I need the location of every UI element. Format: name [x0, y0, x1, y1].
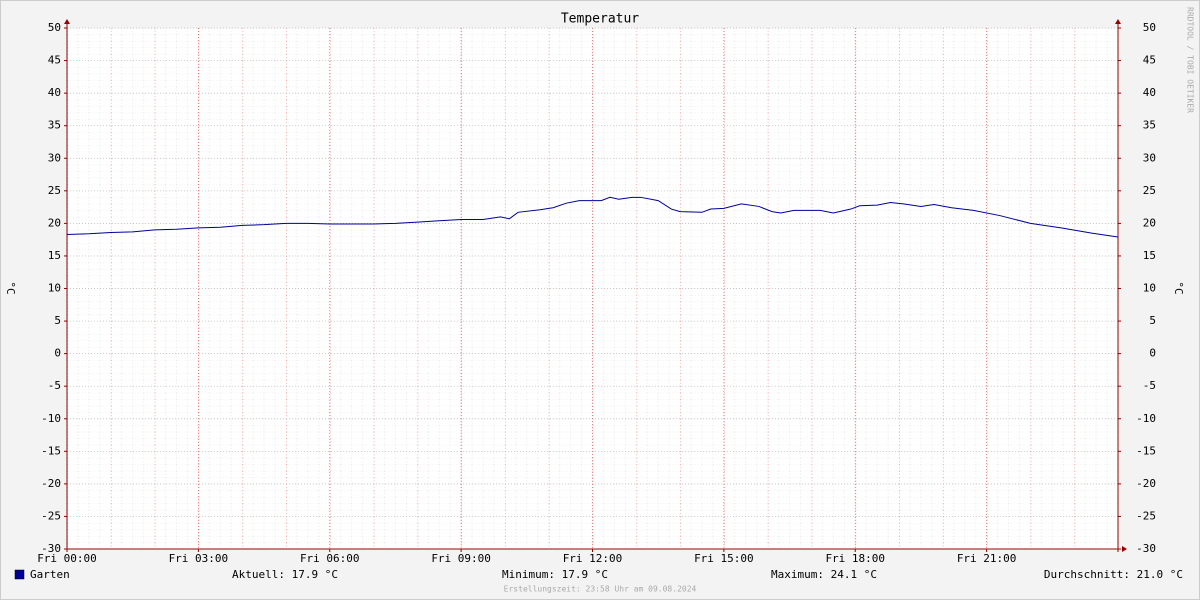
y-tick-label: 35: [48, 119, 61, 132]
y2-tick-label: 30: [1143, 151, 1156, 164]
y-tick-label: -30: [41, 542, 61, 555]
y-tick-label: 15: [48, 249, 61, 262]
y-tick-label: -20: [41, 477, 61, 490]
y2-tick-label: 45: [1143, 54, 1156, 67]
legend-entry: Garten: [30, 568, 70, 581]
chart-title: Temperatur: [561, 12, 639, 27]
y-tick-label: -10: [41, 412, 61, 425]
x-tick-label: Fri 18:00: [825, 552, 885, 565]
y-tick-label: -15: [41, 444, 61, 457]
x-tick-label: Fri 06:00: [300, 552, 360, 565]
x-tick-label: Fri 00:00: [37, 552, 97, 565]
watermark: RRDTOOL / TOBI OETIKER: [1186, 7, 1195, 113]
axis-arrow: [1115, 19, 1121, 24]
y-tick-label: 45: [48, 54, 61, 67]
y-tick-label: -25: [41, 509, 61, 522]
axis-arrow: [64, 19, 70, 24]
y2-tick-label: 40: [1143, 86, 1156, 99]
x-tick-label: Fri 09:00: [431, 552, 491, 565]
y2-tick-label: -10: [1136, 412, 1156, 425]
x-tick-label: Fri 15:00: [694, 552, 754, 565]
y-tick-label: 0: [54, 347, 61, 360]
y2-tick-label: 35: [1143, 119, 1156, 132]
y2-tick-label: 20: [1143, 216, 1156, 229]
y-tick-label: 10: [48, 282, 61, 295]
stat: Maximum: 24.1 °C: [771, 568, 877, 581]
y2-tick-label: 15: [1143, 249, 1156, 262]
y-tick-label: 50: [48, 21, 61, 34]
series-line: [66, 196, 1119, 238]
y2-tick-label: -5: [1143, 379, 1156, 392]
x-tick-label: Fri 21:00: [957, 552, 1017, 565]
y-tick-label: 30: [48, 151, 61, 164]
y-tick-label: 25: [48, 184, 61, 197]
stat: Aktuell: 17.9 °C: [232, 568, 338, 581]
legend-swatch: [14, 569, 25, 580]
y-tick-label: 20: [48, 216, 61, 229]
y2-tick-label: -25: [1136, 509, 1156, 522]
y2-axis-label: °C: [1172, 281, 1185, 294]
y2-tick-label: 25: [1143, 184, 1156, 197]
y-tick-label: 5: [54, 314, 61, 327]
x-tick-label: Fri 03:00: [169, 552, 229, 565]
y2-tick-label: -30: [1136, 542, 1156, 555]
y-tick-label: -5: [48, 379, 61, 392]
y2-tick-label: 10: [1143, 282, 1156, 295]
y2-tick-label: 50: [1143, 21, 1156, 34]
y2-tick-label: 0: [1149, 347, 1156, 360]
y-tick-label: 40: [48, 86, 61, 99]
axis-arrow: [1122, 546, 1127, 552]
y-axis-label: °C: [4, 281, 17, 294]
y2-tick-label: -20: [1136, 477, 1156, 490]
stat: Minimum: 17.9 °C: [502, 568, 608, 581]
footer: Erstellungszeit: 23:58 Uhr am 09.08.2024: [504, 585, 697, 594]
stat: Durchschnitt: 21.0 °C: [1044, 568, 1183, 581]
y2-tick-label: -15: [1136, 444, 1156, 457]
y2-tick-label: 5: [1149, 314, 1156, 327]
x-tick-label: Fri 12:00: [563, 552, 623, 565]
